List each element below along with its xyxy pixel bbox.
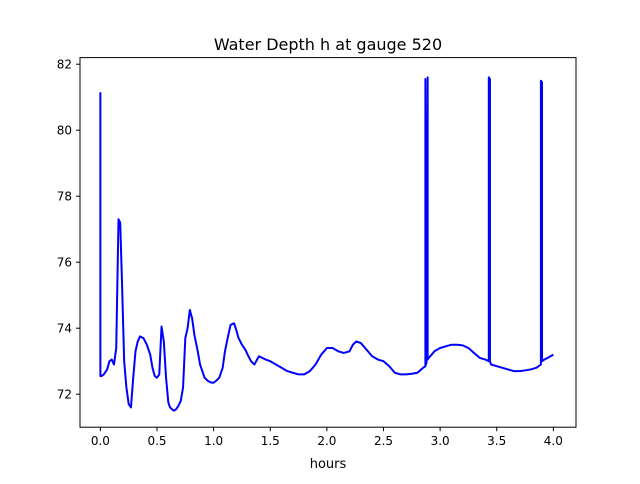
x-axis-label: hours <box>310 457 347 472</box>
plot-layer <box>99 76 554 412</box>
x-tick-label: 1.5 <box>261 434 280 448</box>
x-tick-label: 4.0 <box>544 434 563 448</box>
x-axis: 0.0 0.5 1.0 1.5 2.0 2.5 3.0 3.5 4.0 <box>91 427 563 448</box>
plot-frame <box>79 57 577 428</box>
y-tick-label: 78 <box>57 190 72 204</box>
y-tick-label: 74 <box>57 322 72 336</box>
series-line-0 <box>99 76 554 412</box>
y-tick-label: 72 <box>57 388 72 402</box>
x-tick-label: 2.5 <box>374 434 393 448</box>
x-tick-label: 3.5 <box>487 434 506 448</box>
x-tick-label: 0.5 <box>147 434 166 448</box>
y-tick-label: 76 <box>57 256 72 270</box>
x-tick-label: 0.0 <box>91 434 110 448</box>
y-axis: 72 74 76 78 80 82 <box>57 58 80 402</box>
x-tick-label: 3.0 <box>431 434 450 448</box>
x-tick-label: 2.0 <box>317 434 336 448</box>
y-tick-label: 80 <box>57 124 72 138</box>
y-tick-label: 82 <box>57 58 72 72</box>
x-tick-label: 1.0 <box>204 434 223 448</box>
chart-title: Water Depth h at gauge 520 <box>214 35 442 54</box>
